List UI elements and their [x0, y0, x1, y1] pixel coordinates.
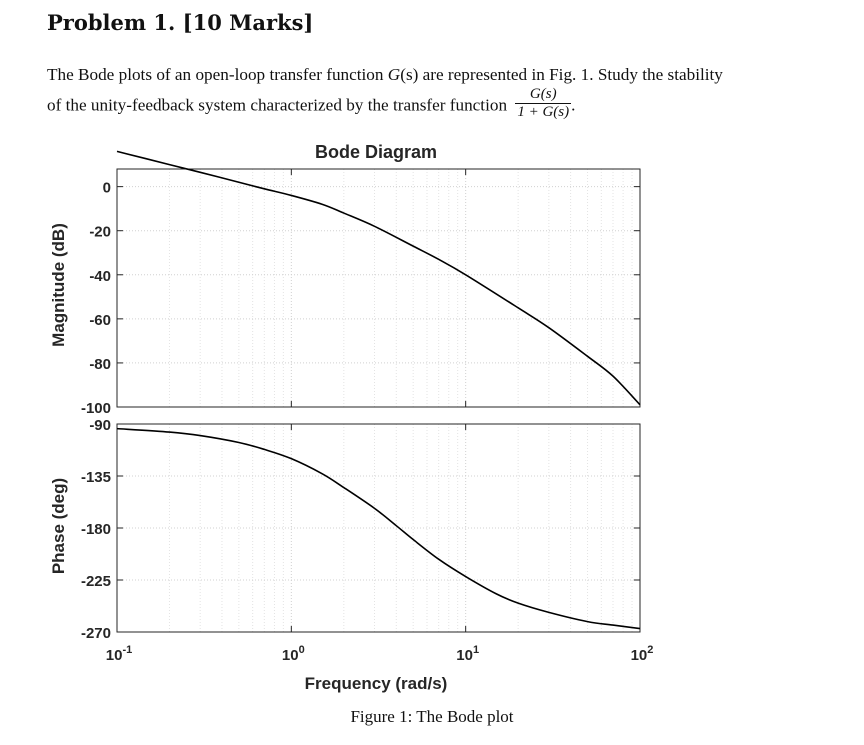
x-tick-label: 101 — [456, 644, 479, 664]
problem-title: Problem 1. [10 Marks] — [47, 10, 314, 35]
statement-period: . — [571, 95, 576, 115]
magnitude-axis-label: Magnitude (dB) — [49, 223, 68, 347]
x-axis-label: Frequency (rad/s) — [305, 674, 448, 693]
x-tick-label: 10-1 — [106, 644, 132, 664]
phase-y-tick-label: -180 — [81, 521, 111, 538]
magnitude-y-tick-label: -100 — [81, 400, 111, 417]
statement-text-2: are represented in Fig. 1. Study the sta… — [418, 65, 723, 84]
phase-y-tick-label: -270 — [81, 625, 111, 642]
magnitude-y-tick-label: -80 — [89, 356, 111, 373]
magnitude-y-tick-label: -20 — [89, 224, 111, 241]
magnitude-panel: 0 -20 -40 -60 -80 -100 — [81, 150, 641, 417]
chart-title: Bode Diagram — [315, 142, 437, 162]
magnitude-y-tick-label: 0 — [103, 180, 111, 197]
x-tick-label: 100 — [282, 644, 305, 664]
problem-statement: The Bode plots of an open-loop transfer … — [47, 60, 837, 124]
magnitude-frame — [116, 168, 641, 408]
phase-y-tick-label: -225 — [81, 573, 111, 590]
magnitude-y-tick-label: -60 — [89, 312, 111, 329]
closed-loop-fraction: G(s) 1 + G(s) — [515, 86, 572, 121]
magnitude-y-tick-label: -40 — [89, 268, 111, 285]
phase-y-tick-label: -90 — [89, 417, 111, 434]
magnitude-curve — [116, 150, 641, 406]
x-tick-labels: 10-1 100 101 102 — [106, 644, 654, 664]
phase-curve — [116, 427, 641, 630]
math-g: G — [387, 65, 401, 84]
statement-text-3: of the unity-feedback system characteriz… — [47, 95, 508, 115]
figure-caption: Figure 1: The Bode plot — [350, 707, 514, 726]
phase-panel: -90 -135 -180 -225 -270 — [81, 417, 641, 642]
fraction-numerator: G(s) — [515, 86, 572, 104]
phase-axis-label: Phase (deg) — [49, 478, 68, 574]
bode-diagram: Bode Diagram 0 -20 -40 -60 -80 -100 -90 -135 -1… — [49, 142, 654, 693]
statement-text-1: The Bode plots of an open-loop transfer … — [47, 65, 388, 84]
phase-frame — [116, 423, 641, 633]
fraction-denominator: 1 + G(s) — [517, 104, 570, 120]
x-tick-label: 102 — [631, 644, 654, 664]
phase-y-tick-label: -135 — [81, 469, 111, 486]
math-s: (s) — [400, 65, 419, 84]
